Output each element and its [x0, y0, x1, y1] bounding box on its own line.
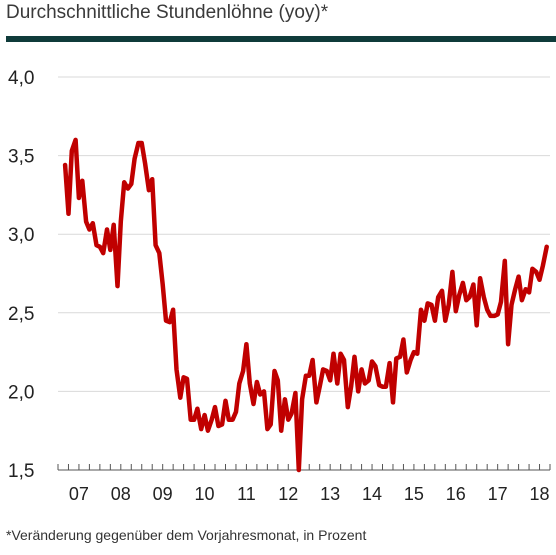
x-tick-label-2: 09: [153, 484, 173, 504]
grid-lines: [58, 76, 550, 392]
y-tick-label-5: 4,0: [8, 68, 34, 89]
x-tick-label-8: 15: [404, 484, 424, 504]
x-tick-label-10: 17: [488, 484, 508, 504]
x-axis: 07 08 09 10 11 12 13 14 15 16 17 18: [57, 464, 551, 504]
plot-area: [62, 137, 549, 473]
x-tick-label-0: 07: [69, 484, 89, 504]
x-tick-label-1: 08: [111, 484, 131, 504]
line-chart: 1,5 2,0 2,5 3,0 3,5 4,0 07 08 09 10 11 12 13 14 15 16 1…: [8, 68, 551, 504]
title-rule: [6, 36, 556, 42]
y-tick-label-0: 1,5: [8, 461, 34, 482]
y-tick-label-2: 2,5: [8, 304, 34, 325]
y-axis: 1,5 2,0 2,5 3,0 3,5 4,0: [8, 68, 34, 482]
x-tick-label-3: 10: [195, 484, 215, 504]
y-tick-label-1: 2,0: [8, 382, 34, 403]
x-tick-label-7: 14: [362, 484, 382, 504]
chart-title: Durchschnittliche Stundenlöhne (yoy)*: [6, 2, 329, 23]
x-tick-label-5: 12: [278, 484, 298, 504]
x-tick-label-11: 18: [530, 484, 550, 504]
footnote: *Veränderung gegenüber dem Vorjahresmona…: [6, 527, 367, 543]
y-tick-label-4: 3,5: [8, 147, 34, 168]
series-line-0: [62, 137, 549, 473]
x-tick-label-4: 11: [237, 484, 256, 504]
x-tick-label-9: 16: [446, 484, 466, 504]
x-tick-label-6: 13: [320, 484, 340, 504]
y-tick-label-3: 3,0: [8, 225, 34, 246]
